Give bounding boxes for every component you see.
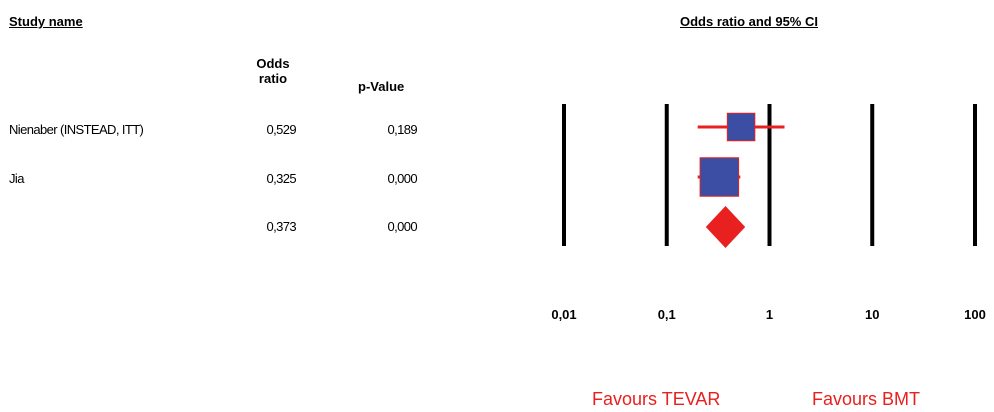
p-value-cell: 0,000 [387, 171, 417, 186]
summary-diamond [705, 206, 746, 248]
study-name-cell: Nienaber (INSTEAD, ITT) [9, 122, 144, 137]
x-tick-label: 100 [964, 307, 986, 322]
x-tick-label: 0,1 [658, 307, 676, 322]
x-tick-label: 1 [766, 307, 773, 322]
p-value-header: p-Value [358, 79, 405, 94]
summary-odds-ratio-cell: 0,373 [266, 219, 296, 234]
odds-ratio-header: Odds ratio [248, 56, 298, 86]
x-tick-label: 0,01 [551, 307, 576, 322]
odds-ratio-cell: 0,529 [266, 122, 296, 137]
odds-ratio-header-line2: ratio [258, 71, 288, 86]
odds-ratio-cell: 0,325 [266, 171, 296, 186]
study-name-header: Study name [9, 14, 83, 29]
favours-left-label: Favours TEVAR [592, 389, 721, 409]
odds-ratio-header-line1: Odds [256, 56, 290, 71]
study-box [726, 112, 756, 142]
study-name-cell: Jia [9, 171, 24, 186]
summary-p-value-cell: 0,000 [387, 219, 417, 234]
favours-right-label: Favours BMT [812, 389, 921, 409]
p-value-cell: 0,189 [387, 122, 417, 137]
chart-title: Odds ratio and 95% CI [680, 14, 818, 29]
study-box [699, 157, 740, 197]
x-tick-label: 10 [865, 307, 879, 322]
